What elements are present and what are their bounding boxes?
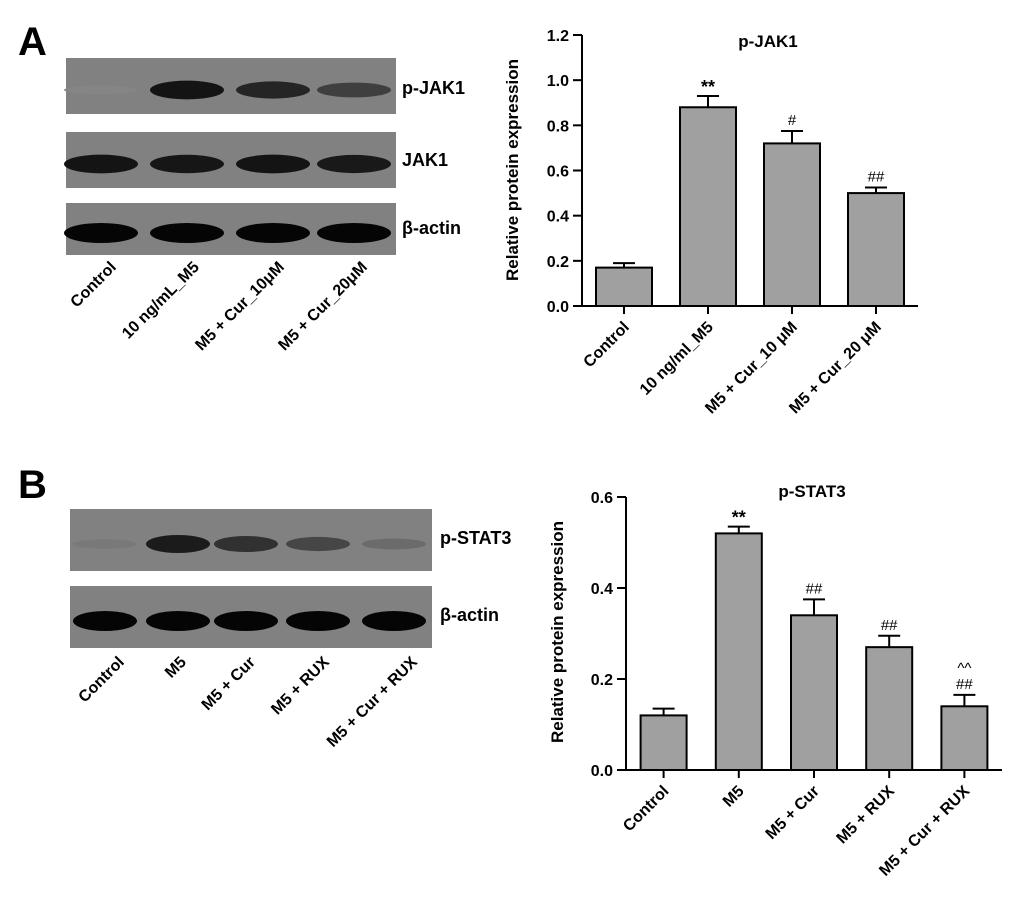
x-tick-label: Control — [620, 783, 672, 835]
significance-label-2: ## — [806, 580, 823, 597]
x-tick-label: M5 + Cur — [763, 783, 823, 843]
blot-label-p-stat3: p-STAT3 — [440, 528, 511, 548]
lane-label-a-cur10: M5 + Cur_10μM — [192, 259, 287, 354]
x-tick-label: 10 ng/ml_M5 — [637, 319, 717, 399]
blot-label-beta-actin-b: β-actin — [440, 605, 499, 625]
bar-3 — [847, 192, 905, 307]
x-tick-label: Control — [581, 319, 633, 371]
bar-3 — [865, 646, 914, 772]
blot-b-band-r1-l2 — [214, 611, 278, 631]
lane-label-b-m5: M5 — [162, 654, 190, 682]
y-tick-label: 0.2 — [547, 254, 569, 271]
y-tick-label: 0.4 — [591, 581, 613, 598]
blot-label-p-jak1: p-JAK1 — [402, 78, 465, 98]
blot-b-band-r0-l0 — [73, 539, 137, 549]
y-tick-label: 0.8 — [547, 118, 569, 135]
lane-label-a-m5: 10 ng/mL_M5 — [119, 259, 203, 343]
significance-label-1: ** — [701, 77, 715, 97]
blot-a-band-r2-l3 — [317, 223, 391, 243]
y-tick-label: 0.2 — [591, 672, 613, 689]
lane-label-b-m5-rux: M5 + RUX — [268, 654, 333, 719]
lane-label-b-control: Control — [76, 654, 128, 706]
blot-b-band-r1-l0 — [73, 611, 137, 631]
bar-0 — [595, 266, 653, 308]
chart-title-p-jak1: p-JAK1 — [738, 32, 798, 51]
blot-b-band-r0-l3 — [286, 536, 350, 552]
bar-2 — [763, 142, 821, 307]
y-tick-label: 0.0 — [591, 763, 613, 780]
blot-b-band-r1-l4 — [362, 611, 426, 631]
x-tick-label: M5 + RUX — [834, 783, 899, 848]
bar-2 — [790, 614, 838, 771]
y-axis-title-b: Relative protein expression — [548, 521, 567, 743]
significance-label-2-4: ^^ — [957, 660, 971, 677]
blot-b-band-r0-l2 — [214, 535, 278, 553]
significance-label-3: ## — [868, 168, 885, 185]
western-blot-b — [70, 509, 432, 648]
blot-a-band-r1-l1 — [150, 154, 224, 174]
lane-label-a-cur20: M5 + Cur_20μM — [275, 259, 370, 354]
blot-label-jak1: JAK1 — [402, 150, 448, 170]
lane-label-b-m5-cur-rux: M5 + Cur + RUX — [324, 654, 421, 751]
bar-4 — [940, 705, 989, 771]
x-tick-label: M5 + Cur_10 μM — [702, 319, 800, 417]
y-axis-title-a: Relative protein expression — [503, 59, 522, 281]
bar-1 — [679, 106, 737, 308]
blot-b-band-r0-l1 — [146, 534, 210, 554]
blot-a-band-r0-l3 — [317, 82, 391, 98]
bar-chart-p-stat3: p-STAT3 Relative protein expression 0.0 0… — [548, 482, 1002, 880]
significance-label-2: # — [788, 112, 797, 129]
western-blot-a — [64, 58, 396, 255]
blot-a-band-r2-l1 — [150, 223, 224, 243]
y-tick-label: 0.0 — [547, 299, 569, 316]
blot-b-band-r0-l4 — [362, 538, 426, 550]
significance-label-3: ## — [881, 617, 898, 634]
blot-label-beta-actin-a: β-actin — [402, 218, 461, 238]
x-tick-label: M5 + Cur_20 μM — [786, 319, 884, 417]
y-tick-label: 0.4 — [547, 209, 569, 226]
blot-a-band-r0-l1 — [150, 80, 224, 100]
y-tick-label: 0.6 — [547, 164, 569, 181]
blot-a-band-r2-l0 — [64, 223, 138, 243]
blot-b-band-r1-l1 — [146, 611, 210, 631]
y-tick-label: 1.0 — [547, 73, 569, 90]
blot-a-band-r1-l0 — [64, 154, 138, 174]
blot-a-band-r1-l3 — [317, 154, 391, 174]
bar-0 — [639, 714, 688, 772]
bar-1 — [714, 532, 763, 772]
blot-b-band-r1-l3 — [286, 611, 350, 631]
lane-label-a-control: Control — [68, 259, 120, 311]
significance-label-4: ## — [956, 676, 973, 693]
x-tick-label: M5 — [720, 783, 748, 811]
panel-letter-a: A — [18, 20, 47, 64]
chart-title-p-stat3: p-STAT3 — [778, 482, 845, 501]
y-tick-label: 0.6 — [591, 490, 613, 507]
blot-a-band-r2-l2 — [236, 223, 310, 243]
y-tick-label: 1.2 — [547, 28, 569, 45]
blot-a-band-r0-l0 — [64, 85, 138, 95]
blot-a-band-r1-l2 — [236, 154, 310, 174]
bar-chart-p-jak1: p-JAK1 Relative protein expression 0.0 0.… — [503, 28, 918, 417]
panel-letter-b: B — [18, 463, 47, 507]
lane-label-b-m5-cur: M5 + Cur — [199, 654, 259, 714]
significance-label-1: ** — [732, 508, 746, 528]
blot-a-band-r0-l2 — [236, 81, 310, 99]
